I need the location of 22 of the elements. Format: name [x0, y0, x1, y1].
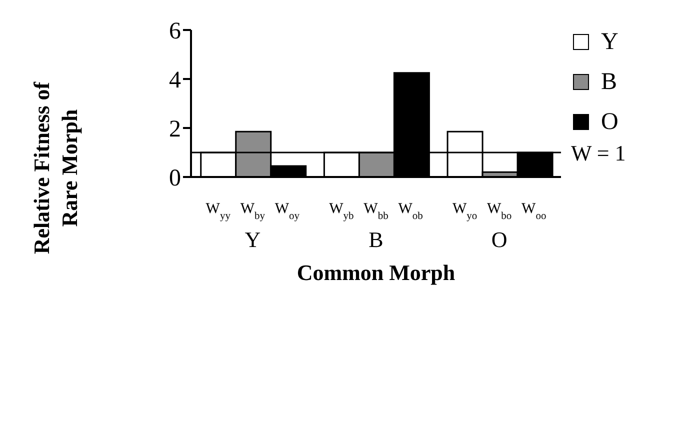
text: W$_{oo}$ — [522, 201, 546, 222]
y-tick-label: 4 — [169, 68, 181, 94]
text: W$_{ob}$ — [398, 201, 423, 222]
legend-label: O — [601, 108, 618, 136]
text: W$_{yo}$ — [452, 201, 478, 222]
x-tick-label: B — [368, 227, 384, 252]
text: W$_{bo}$ — [486, 201, 512, 222]
x-tick-label: Y — [244, 227, 261, 252]
text: W$_{yy}$ — [206, 201, 232, 222]
text: W$_{bb}$ — [364, 201, 388, 222]
text: W$_{by}$ — [240, 201, 266, 222]
y-tick-label: 0 — [169, 166, 181, 192]
y-tick-label: 6 — [169, 18, 181, 45]
text: W$_{oy}$ — [274, 201, 300, 222]
y-tick-label: 2 — [169, 116, 181, 143]
x-axis-title: Common Morph — [296, 260, 456, 285]
legend-label: B — [601, 68, 618, 96]
legend-label: Y — [601, 28, 618, 56]
ref-line-label: W = 1 — [571, 140, 626, 166]
x-tick-label: O — [491, 227, 508, 252]
y-axis-title: Relative Fitness of Rare Morph — [28, 80, 83, 256]
text: W$_{yb}$ — [329, 201, 354, 222]
